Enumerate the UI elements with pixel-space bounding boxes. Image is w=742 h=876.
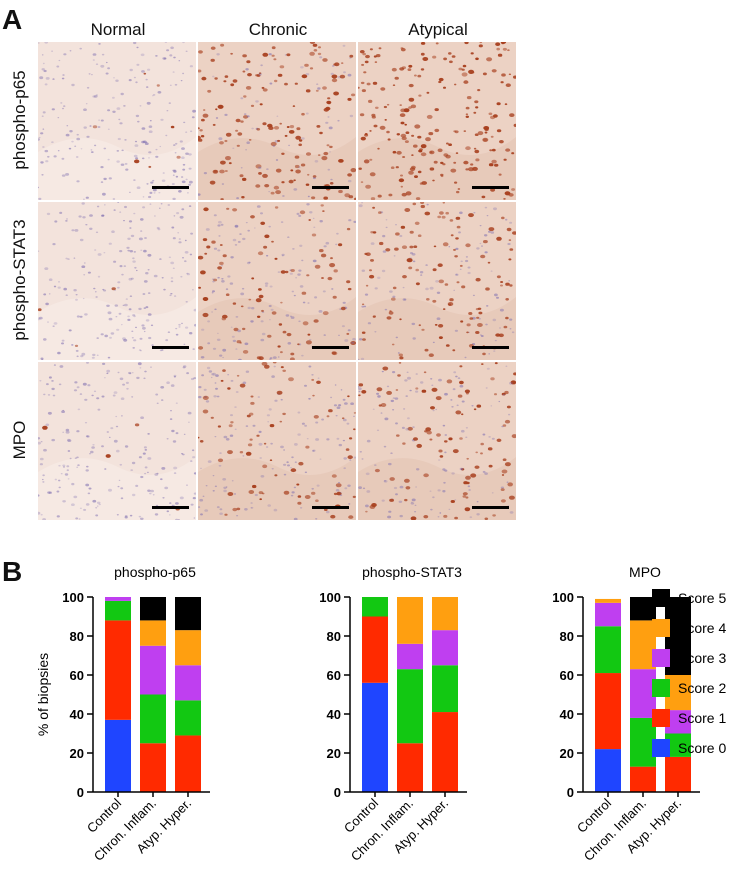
bar-segment-score-4 bbox=[397, 597, 423, 644]
bar-segment-score-4 bbox=[175, 630, 201, 666]
bar-segment-score-3 bbox=[630, 669, 656, 718]
y-tick-label: 100 bbox=[319, 590, 341, 605]
scale-bar bbox=[472, 506, 509, 509]
bar-segment-score-5 bbox=[630, 597, 656, 621]
bar-segment-score-3 bbox=[175, 665, 201, 701]
bar-segment-score-1 bbox=[665, 756, 691, 792]
legend-swatch bbox=[652, 649, 670, 667]
scale-bar bbox=[312, 186, 349, 189]
bar-segment-score-3 bbox=[665, 710, 691, 734]
row-label-p65: phospho-p65 bbox=[10, 70, 29, 170]
y-tick-label: 80 bbox=[327, 629, 341, 644]
chart-title: phospho-p65 bbox=[114, 564, 196, 580]
bar-segment-score-3 bbox=[595, 602, 621, 627]
bar-segment-score-3 bbox=[140, 645, 166, 695]
bar-segment-score-3 bbox=[105, 597, 131, 601]
bar-segment-score-2 bbox=[665, 733, 691, 757]
bar-segment-score-1 bbox=[432, 712, 458, 792]
legend-swatch bbox=[652, 679, 670, 697]
bar-segment-score-2 bbox=[432, 665, 458, 713]
legend-label: Score 4 bbox=[678, 620, 726, 636]
bar-segment-score-3 bbox=[397, 643, 423, 670]
micrograph-stat3-chronic bbox=[198, 202, 356, 360]
micrograph-p65-normal bbox=[38, 42, 196, 200]
scale-bar bbox=[152, 186, 189, 189]
scale-bar bbox=[152, 506, 189, 509]
legend-label: Score 0 bbox=[678, 740, 726, 756]
bar-segment-score-2 bbox=[397, 669, 423, 744]
bar-segment-score-1 bbox=[630, 766, 656, 792]
col-label-normal: Normal bbox=[90, 20, 146, 39]
panel-a-letter: A bbox=[2, 4, 23, 35]
panel-b-letter: B bbox=[2, 556, 23, 587]
bar-segment-score-2 bbox=[105, 600, 131, 621]
y-tick-label: 100 bbox=[552, 590, 574, 605]
micrograph-mpo-chronic bbox=[198, 362, 356, 520]
bar-segment-score-4 bbox=[595, 598, 621, 603]
bar-segment-score-2 bbox=[630, 717, 656, 767]
bar-segment-score-1 bbox=[595, 673, 621, 750]
scale-bar bbox=[472, 186, 509, 189]
y-tick-label: 20 bbox=[327, 746, 341, 761]
micrograph-mpo-normal bbox=[38, 362, 196, 520]
bar-segment-score-2 bbox=[175, 700, 201, 736]
legend-swatch bbox=[652, 709, 670, 727]
legend-swatch bbox=[652, 739, 670, 757]
y-tick-label: 40 bbox=[327, 707, 341, 722]
legend-label: Score 2 bbox=[678, 680, 726, 696]
y-tick-label: 20 bbox=[560, 746, 574, 761]
y-tick-label: 60 bbox=[560, 668, 574, 683]
micrograph-stat3-normal bbox=[38, 202, 196, 360]
scale-bar bbox=[312, 346, 349, 349]
y-tick-label: 40 bbox=[560, 707, 574, 722]
bar-segment-score-5 bbox=[140, 597, 166, 621]
scale-bar bbox=[152, 346, 189, 349]
bar-segment-score-1 bbox=[362, 616, 388, 683]
bar-segment-score-1 bbox=[175, 735, 201, 792]
row-label-mpo: MPO bbox=[10, 420, 29, 460]
bar-segment-score-4 bbox=[630, 620, 656, 670]
legend-label: Score 5 bbox=[678, 590, 726, 606]
bar-segment-score-2 bbox=[362, 597, 388, 617]
micrograph-p65-atypical bbox=[358, 42, 516, 200]
bar-segment-score-1 bbox=[105, 620, 131, 720]
y-tick-label: 80 bbox=[560, 629, 574, 644]
y-tick-label: 0 bbox=[567, 785, 574, 800]
bar-segment-score-3 bbox=[432, 630, 458, 666]
bar-segment-score-4 bbox=[432, 597, 458, 631]
bar-segment-score-5 bbox=[175, 597, 201, 631]
legend-swatch bbox=[652, 619, 670, 637]
bar-segment-score-0 bbox=[362, 682, 388, 792]
y-tick-label: 20 bbox=[70, 746, 84, 761]
bar-segment-score-0 bbox=[105, 719, 131, 792]
bar-segment-score-0 bbox=[595, 749, 621, 792]
bar-segment-score-1 bbox=[140, 743, 166, 792]
bar-segment-score-4 bbox=[140, 620, 166, 646]
legend-swatch bbox=[652, 589, 670, 607]
chart-title: phospho-STAT3 bbox=[362, 564, 462, 580]
legend-label: Score 1 bbox=[678, 710, 726, 726]
bar-segment-score-2 bbox=[595, 626, 621, 674]
micrograph-stat3-atypical bbox=[358, 202, 516, 360]
micrograph-mpo-atypical bbox=[358, 362, 516, 520]
y-tick-label: 0 bbox=[77, 785, 84, 800]
y-tick-label: 80 bbox=[70, 629, 84, 644]
y-tick-label: 0 bbox=[334, 785, 341, 800]
scale-bar bbox=[472, 346, 509, 349]
micrograph-p65-chronic bbox=[198, 42, 356, 200]
y-tick-label: 40 bbox=[70, 707, 84, 722]
y-tick-label: 60 bbox=[70, 668, 84, 683]
legend-label: Score 3 bbox=[678, 650, 726, 666]
row-label-stat3: phospho-STAT3 bbox=[10, 219, 29, 341]
bar-segment-score-1 bbox=[397, 743, 423, 792]
y-tick-label: 100 bbox=[62, 590, 84, 605]
y-tick-label: 60 bbox=[327, 668, 341, 683]
scale-bar bbox=[312, 506, 349, 509]
chart-title: MPO bbox=[629, 564, 661, 580]
bar-segment-score-2 bbox=[140, 694, 166, 744]
y-axis-title: % of biopsies bbox=[35, 653, 51, 736]
